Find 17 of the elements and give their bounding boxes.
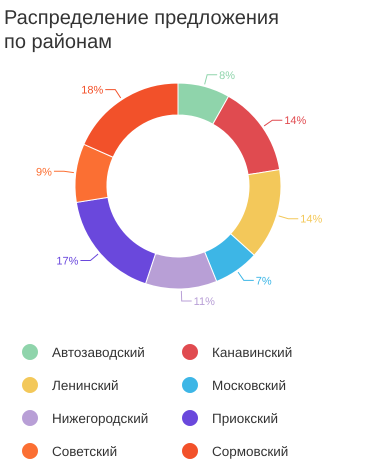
- data-label: 14%: [284, 115, 307, 128]
- data-label: 9%: [36, 166, 52, 178]
- legend-label: Ленинский: [52, 378, 119, 393]
- chart-title: Распределение предложения по районам: [4, 7, 279, 53]
- data-label: 18%: [81, 84, 104, 97]
- data-label: 14%: [300, 214, 322, 226]
- data-label: 11%: [194, 296, 216, 308]
- legend-label: Канавинский: [212, 345, 292, 360]
- data-label: 7%: [256, 275, 272, 288]
- legend-label: Сормовский: [212, 444, 288, 459]
- legend-label: Нижегородский: [52, 411, 148, 426]
- data-label: 8%: [219, 70, 236, 82]
- legend-label: Московский: [212, 378, 286, 393]
- legend-label: Приокский: [212, 411, 278, 426]
- legend-label: Автозаводский: [52, 345, 145, 360]
- data-label: 17%: [56, 256, 79, 268]
- legend-label: Советский: [52, 444, 118, 459]
